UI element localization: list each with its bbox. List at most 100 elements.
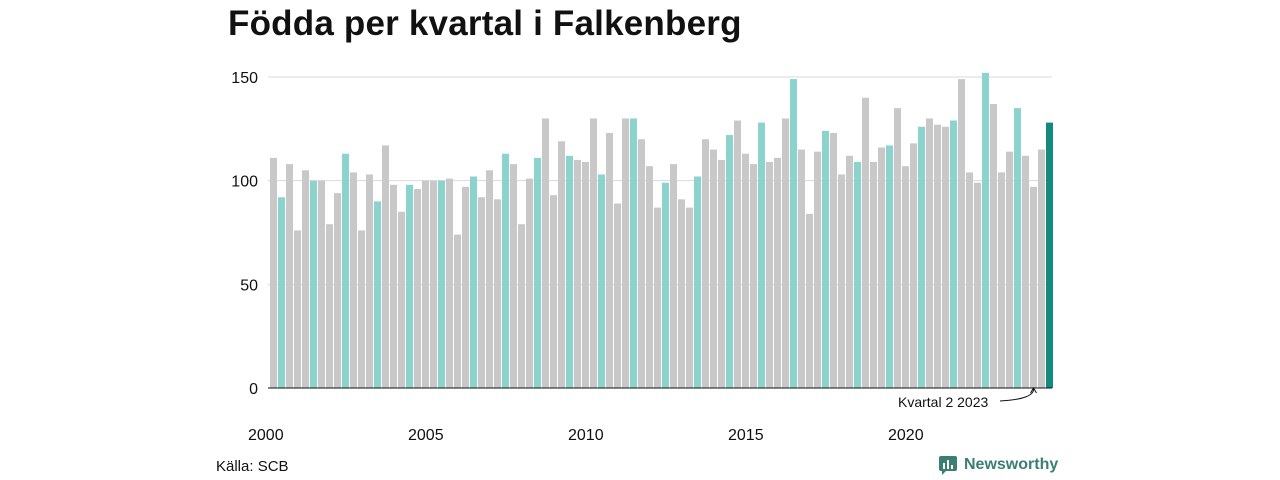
bar [526, 178, 533, 388]
bar [750, 164, 757, 388]
bar [998, 172, 1005, 388]
bar [694, 176, 701, 388]
bar [878, 147, 885, 388]
bar [710, 149, 717, 388]
bar [822, 130, 829, 388]
y-axis-ticks: 0 50 100 150 [231, 70, 258, 398]
bar [406, 184, 413, 388]
bar [726, 135, 733, 388]
bar [438, 180, 445, 388]
x-tick-label: 2020 [888, 427, 924, 444]
bar [318, 180, 325, 388]
bar [350, 172, 357, 388]
bars [270, 72, 1053, 389]
bar [1022, 155, 1029, 388]
bar [390, 184, 397, 388]
bar [574, 159, 581, 388]
bar [374, 201, 381, 388]
bar [734, 120, 741, 388]
bar [966, 172, 973, 388]
bar [902, 166, 909, 388]
y-tick-label: 100 [231, 174, 258, 191]
bar [758, 122, 765, 389]
bar [286, 164, 293, 388]
bar [742, 153, 749, 388]
bar [606, 132, 613, 388]
annotation-label: Kvartal 2 2023 [898, 394, 988, 410]
bar [654, 207, 661, 388]
bar [846, 155, 853, 388]
y-tick-label: 0 [249, 381, 258, 398]
bar [486, 170, 493, 388]
bar [510, 164, 517, 388]
bar [670, 164, 677, 388]
bar [662, 182, 669, 388]
bar [550, 195, 557, 388]
bar [718, 159, 725, 388]
bar [958, 79, 965, 388]
bar [686, 207, 693, 388]
bar [470, 176, 477, 388]
bar [326, 224, 333, 388]
bar [926, 118, 933, 388]
bar [838, 174, 845, 388]
bar [630, 118, 637, 388]
bar [766, 162, 773, 388]
bar [1038, 149, 1045, 388]
bar [502, 153, 509, 388]
bar [798, 149, 805, 388]
bar [414, 188, 421, 388]
bar [886, 145, 893, 388]
bar [814, 151, 821, 388]
bar [366, 174, 373, 388]
chart-title: Födda per kvartal i Falkenberg [228, 4, 742, 43]
bar [774, 157, 781, 388]
annotation: Kvartal 2 2023 [898, 387, 1037, 410]
bar [1014, 108, 1021, 388]
bar [430, 180, 437, 388]
x-tick-label: 2000 [248, 427, 284, 444]
brand-name: Newsworthy [964, 456, 1059, 473]
bar [342, 153, 349, 388]
bar [974, 182, 981, 388]
x-axis-ticks: 2000 2005 2010 2015 2020 [248, 427, 924, 444]
bar [478, 197, 485, 388]
bar [854, 162, 861, 388]
bar [1046, 122, 1053, 389]
bar [870, 162, 877, 388]
bar [462, 186, 469, 388]
bar [862, 97, 869, 388]
x-tick-label: 2015 [728, 427, 764, 444]
bar [454, 234, 461, 388]
y-tick-label: 50 [240, 277, 258, 294]
bar [678, 199, 685, 388]
brand-logo: Newsworthy [938, 455, 1058, 475]
bar [702, 139, 709, 388]
bar [334, 193, 341, 388]
bar [294, 230, 301, 388]
bar [534, 157, 541, 388]
bar [934, 124, 941, 388]
x-tick-label: 2010 [568, 427, 604, 444]
bar [982, 72, 989, 388]
bar [894, 108, 901, 388]
bar [782, 118, 789, 388]
bar [494, 199, 501, 388]
bar [446, 178, 453, 388]
bar [310, 180, 317, 388]
bar [614, 203, 621, 388]
bar [806, 213, 813, 388]
bar [566, 155, 573, 388]
bar [942, 126, 949, 388]
bar [558, 141, 565, 388]
bar [518, 224, 525, 388]
annotation-arrow-icon [999, 387, 1037, 402]
bar [646, 166, 653, 388]
bar [278, 197, 285, 388]
bar [422, 180, 429, 388]
bar [598, 174, 605, 388]
bar [358, 230, 365, 388]
bar [590, 118, 597, 388]
bar [638, 139, 645, 388]
x-tick-label: 2005 [408, 427, 444, 444]
